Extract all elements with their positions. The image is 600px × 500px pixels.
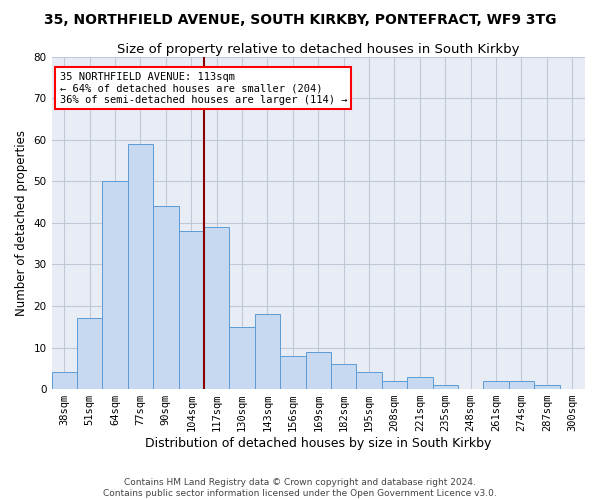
Bar [229,327,255,389]
Bar [280,356,305,389]
Title: Size of property relative to detached houses in South Kirkby: Size of property relative to detached ho… [117,42,520,56]
Bar [407,376,433,389]
Text: Contains HM Land Registry data © Crown copyright and database right 2024.
Contai: Contains HM Land Registry data © Crown c… [103,478,497,498]
Bar [331,364,356,389]
Bar [77,318,103,389]
Bar [52,372,77,389]
Bar [509,381,534,389]
Bar [534,385,560,389]
Y-axis label: Number of detached properties: Number of detached properties [15,130,28,316]
Bar [179,231,204,389]
Bar [128,144,153,389]
Bar [103,182,128,389]
Bar [305,352,331,389]
Bar [204,227,229,389]
Bar [484,381,509,389]
X-axis label: Distribution of detached houses by size in South Kirkby: Distribution of detached houses by size … [145,437,491,450]
Bar [433,385,458,389]
Text: 35, NORTHFIELD AVENUE, SOUTH KIRKBY, PONTEFRACT, WF9 3TG: 35, NORTHFIELD AVENUE, SOUTH KIRKBY, PON… [44,12,556,26]
Bar [356,372,382,389]
Bar [153,206,179,389]
Bar [255,314,280,389]
Bar [382,381,407,389]
Text: 35 NORTHFIELD AVENUE: 113sqm
← 64% of detached houses are smaller (204)
36% of s: 35 NORTHFIELD AVENUE: 113sqm ← 64% of de… [59,72,347,105]
